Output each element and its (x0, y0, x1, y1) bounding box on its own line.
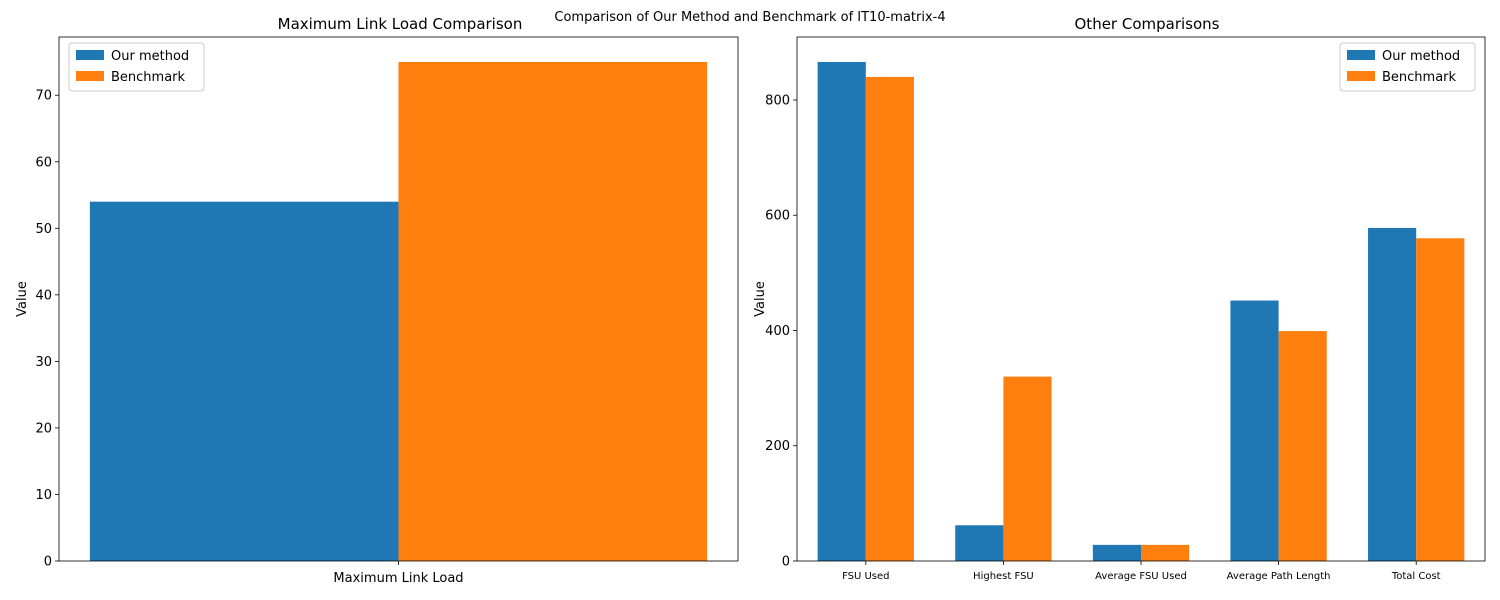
legend-label: Our method (1382, 49, 1460, 64)
bar-benchmark (1141, 544, 1190, 561)
legend-swatch (76, 71, 104, 81)
legend-swatch (1347, 71, 1375, 81)
y-axis-label: Value (753, 281, 768, 317)
y-tick-label: 50 (35, 222, 52, 237)
y-tick-label: 200 (765, 439, 790, 454)
y-tick-label: 800 (765, 93, 790, 108)
chart-max-link-load: Maximum Link Load Comparison Value 0 10 20… (15, 15, 739, 586)
y-tick-label: 60 (35, 155, 52, 170)
y-tick-label: 400 (765, 324, 790, 339)
bar-our-method (1092, 544, 1141, 561)
bar-our-method (955, 525, 1004, 561)
bar-benchmark (1278, 331, 1327, 561)
y-tick-label: 0 (44, 555, 52, 570)
x-tick-label: Maximum Link Load (333, 571, 463, 586)
y-axis-label: Value (15, 281, 30, 317)
bar-benchmark (1416, 238, 1465, 561)
chart-title: Other Comparisons (1075, 15, 1220, 33)
y-tick-label: 20 (35, 421, 52, 436)
legend-swatch (76, 50, 104, 60)
bar-our-method (1230, 300, 1279, 561)
bar-our-method (89, 201, 399, 561)
legend-label: Benchmark (111, 70, 186, 85)
y-tick-label: 40 (35, 288, 52, 303)
bar-benchmark (398, 61, 708, 561)
legend-label: Benchmark (1382, 70, 1457, 85)
y-tick-label: 70 (35, 89, 52, 104)
plot-area: 0 200 400 600 800 FSU Used Highest FSU Average … (765, 36, 1486, 582)
y-tick-label: 600 (765, 209, 790, 224)
legend-swatch (1347, 50, 1375, 60)
x-tick-label: Average Path Length (1227, 571, 1331, 582)
legend-label: Our method (111, 49, 189, 64)
x-tick-label: Average FSU Used (1095, 571, 1187, 582)
bar-our-method (817, 61, 866, 561)
y-tick-label: 30 (35, 355, 52, 370)
bar-benchmark (865, 76, 914, 561)
bar-benchmark (1003, 376, 1052, 561)
legend: Our method Benchmark (1339, 42, 1476, 92)
legend: Our method Benchmark (68, 42, 205, 92)
bar-our-method (1368, 227, 1417, 561)
y-tick-label: 0 (782, 555, 790, 570)
figure-suptitle: Comparison of Our Method and Benchmark o… (554, 10, 946, 25)
x-tick-label: Total Cost (1391, 571, 1441, 582)
plot-area: 0 10 20 30 40 50 60 70 Maximum Link Load Our meth… (35, 36, 739, 586)
chart-title: Maximum Link Load Comparison (278, 15, 523, 33)
x-tick-label: FSU Used (842, 571, 889, 582)
chart-other-comparisons: Other Comparisons Value 0 200 400 600 800 FSU… (753, 15, 1486, 582)
y-tick-label: 10 (35, 488, 52, 503)
x-tick-label: Highest FSU (973, 571, 1034, 582)
